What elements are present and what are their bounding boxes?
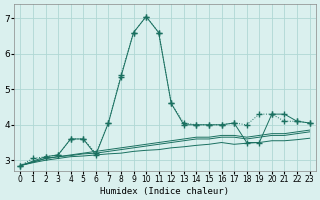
X-axis label: Humidex (Indice chaleur): Humidex (Indice chaleur): [100, 187, 229, 196]
